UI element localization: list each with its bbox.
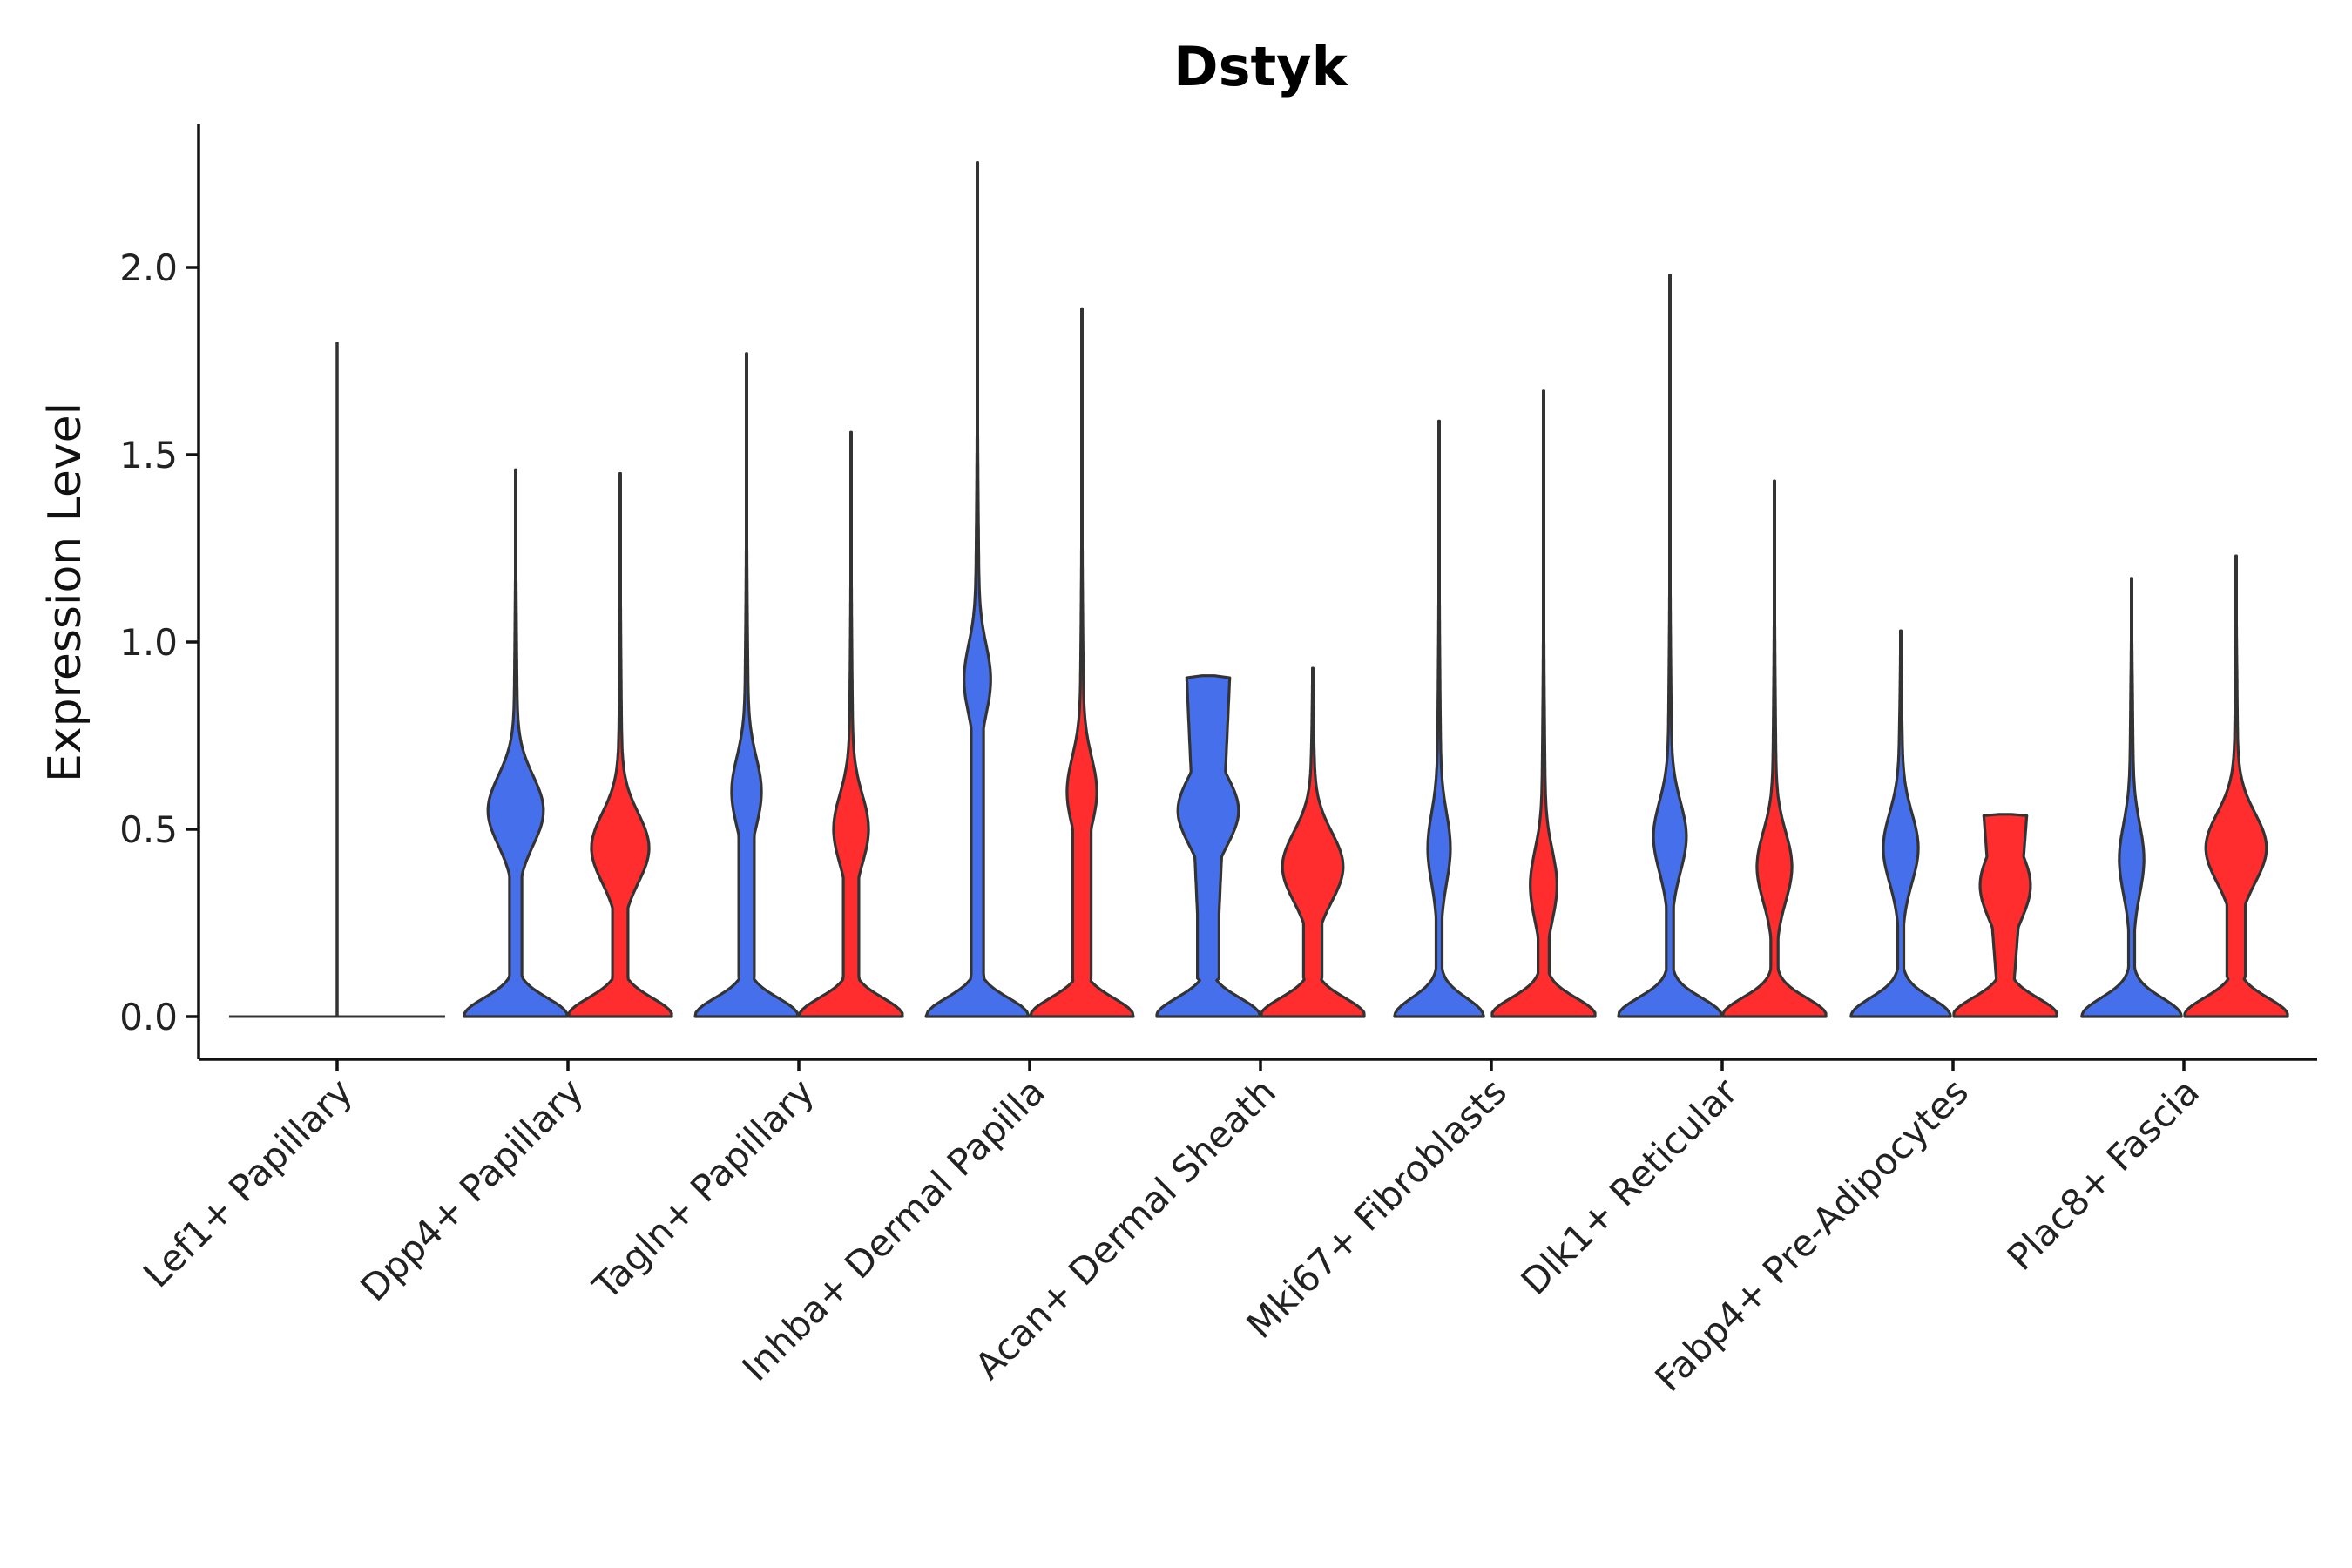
violin-group-2 (798, 430, 904, 1018)
violin-group-1 (1849, 629, 1952, 1018)
x-tick-label: Tagln+ Papillary (585, 1070, 822, 1308)
x-tick-label: Dlk1+ Reticular (1513, 1070, 1747, 1303)
violin-group-1 (1155, 674, 1261, 1018)
chart-title: Dstyk (1173, 35, 1348, 98)
violin-group-2 (567, 471, 673, 1018)
x-tick-label: Mki67+ Fibroblasts (1239, 1070, 1515, 1346)
violin-layer (229, 161, 2289, 1018)
y-tick-label: 2.0 (119, 247, 178, 289)
violin-group-1 (924, 161, 1031, 1018)
x-tick-label: Plac8+ Fascia (1999, 1070, 2207, 1278)
violin-group-1 (1617, 274, 1723, 1018)
y-tick-label: 0.0 (119, 996, 178, 1038)
violin-group-2 (1721, 479, 1828, 1018)
violin-group-2 (2183, 554, 2289, 1018)
x-tick-label: Dpp4+ Papillary (352, 1070, 591, 1309)
violin-group-1 (693, 352, 800, 1018)
violin-group-1 (463, 468, 569, 1018)
y-tick-label: 1.5 (119, 434, 178, 476)
violin-group-2 (1490, 389, 1597, 1018)
violin-group-2 (1952, 813, 2058, 1018)
violin-group-1 (2080, 577, 2183, 1018)
y-tick-label: 1.0 (119, 621, 178, 664)
violin-group-1 (1393, 419, 1485, 1018)
violin-group-2 (1260, 666, 1366, 1018)
y-tick-label: 0.5 (119, 808, 178, 851)
y-axis-label: Expression Level (39, 402, 91, 782)
violin-group-2 (1029, 307, 1135, 1018)
x-tick-label: Lef1+ Papillary (135, 1070, 361, 1295)
